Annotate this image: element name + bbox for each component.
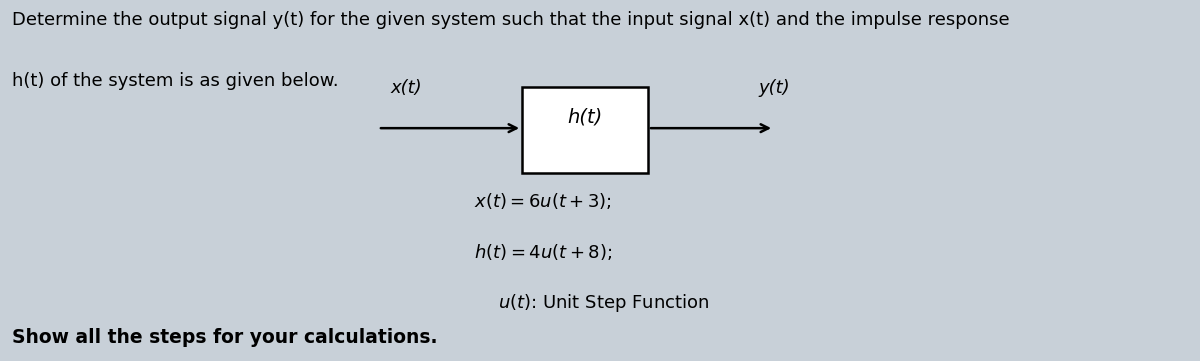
Text: h(t) of the system is as given below.: h(t) of the system is as given below. (12, 72, 338, 90)
Text: $h(t) = 4u(t + 8);$: $h(t) = 4u(t + 8);$ (474, 242, 612, 262)
Text: $u(t)$: Unit Step Function: $u(t)$: Unit Step Function (498, 292, 709, 314)
Text: h(t): h(t) (568, 108, 602, 126)
FancyBboxPatch shape (522, 87, 648, 173)
Text: x(t): x(t) (390, 79, 421, 97)
Text: Determine the output signal y(t) for the given system such that the input signal: Determine the output signal y(t) for the… (12, 11, 1009, 29)
Text: y(t): y(t) (758, 79, 790, 97)
Text: Show all the steps for your calculations.: Show all the steps for your calculations… (12, 327, 438, 347)
Text: $x(t) = 6u(t + 3);$: $x(t) = 6u(t + 3);$ (474, 191, 612, 211)
